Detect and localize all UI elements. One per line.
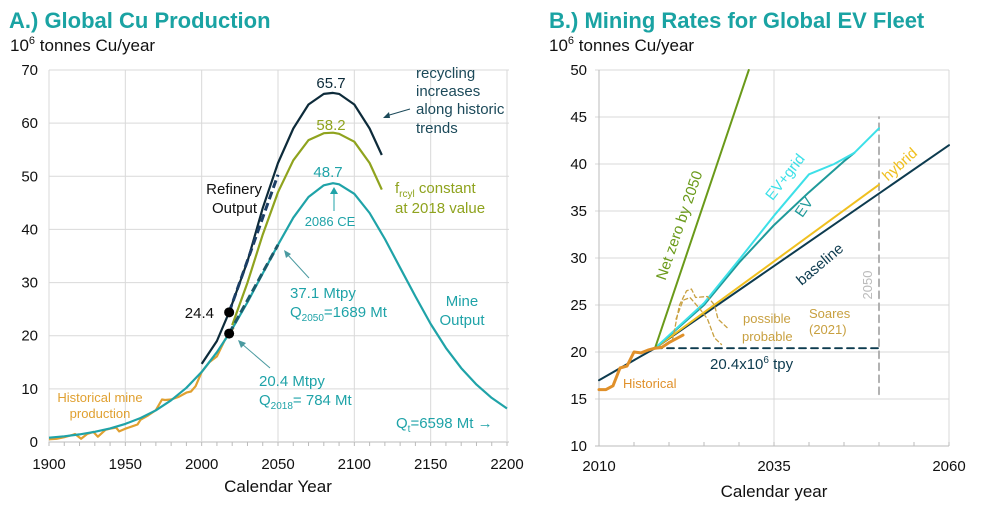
y-tick-label: 30 bbox=[570, 250, 587, 267]
y-tick-label: 40 bbox=[570, 156, 587, 173]
historical-label: Historical mine bbox=[57, 390, 142, 405]
arrowhead-icon bbox=[383, 112, 390, 118]
series-line-net-zero bbox=[654, 69, 750, 350]
possible-label: possible bbox=[743, 311, 791, 326]
peak-refinery-label: 65.7 bbox=[316, 75, 345, 92]
mine-output-label: Mine bbox=[446, 293, 479, 310]
y-tick-label: 50 bbox=[570, 62, 587, 79]
series-line-historical bbox=[597, 333, 685, 392]
series-line-ev-grid bbox=[654, 127, 880, 350]
peak-year-label: 2086 CE bbox=[305, 214, 356, 229]
y-tick-label: 20 bbox=[570, 344, 587, 361]
x-tick-label: 2150 bbox=[414, 456, 447, 473]
panel-a-series bbox=[48, 91, 508, 441]
x-tick-label: 2050 bbox=[261, 456, 294, 473]
refinery-output-label: Output bbox=[212, 200, 258, 217]
qt-label: Qt=6598 Mt → bbox=[396, 415, 493, 435]
panel-b-series bbox=[597, 69, 950, 396]
historical-label: production bbox=[70, 406, 131, 421]
data-point-marker bbox=[224, 328, 235, 339]
soares-label: Soares bbox=[809, 306, 851, 321]
x-tick-label: 2060 bbox=[932, 458, 965, 475]
refinery-output-label: Refinery bbox=[206, 181, 262, 198]
y-tick-label: 25 bbox=[570, 297, 587, 314]
panel-a-x-axis-label: Calendar Year bbox=[224, 477, 332, 496]
y-tick-label: 10 bbox=[21, 381, 38, 398]
q2018-arrow bbox=[241, 343, 271, 369]
panel-a-tick-labels: 0 10 20 30 40 50 60 70 1900 1950 2000 2050 2100 2150 2… bbox=[21, 62, 523, 473]
panel-a-global-cu-production: A.) Global Cu Production 106 tonnes Cu/y… bbox=[9, 8, 524, 496]
arrowhead-icon bbox=[284, 250, 291, 258]
soares-label: (2021) bbox=[809, 322, 847, 337]
y-tick-label: 40 bbox=[21, 221, 38, 238]
arrowhead-icon bbox=[238, 340, 246, 348]
q2050-label: Q2050=1689 Mt bbox=[290, 304, 388, 324]
recycling-note-line: recycling bbox=[416, 65, 475, 82]
peak-mine-label: 48.7 bbox=[313, 164, 342, 181]
peak-constant-label: 58.2 bbox=[316, 117, 345, 134]
y-tick-label: 20 bbox=[21, 328, 38, 345]
y-tick-label: 30 bbox=[21, 275, 38, 292]
historical-label-b: Historical bbox=[623, 376, 677, 391]
x-tick-label: 1900 bbox=[32, 456, 65, 473]
probable-label: probable bbox=[742, 329, 793, 344]
recycling-arrow bbox=[385, 108, 411, 117]
data-point-marker bbox=[224, 307, 235, 318]
panel-b-tick-labels: 10 15 20 25 30 35 40 45 50 2010 2035 2060 bbox=[570, 62, 965, 475]
y-tick-label: 0 bbox=[30, 434, 38, 451]
arrowhead-icon bbox=[330, 187, 338, 194]
y-tick-label: 45 bbox=[570, 109, 587, 126]
x-tick-label: 1950 bbox=[109, 456, 142, 473]
frcyl-note-line2: at 2018 value bbox=[395, 200, 485, 217]
recycling-note: recycling increases along historic trend… bbox=[416, 65, 505, 137]
y-tick-label: 10 bbox=[570, 438, 587, 455]
series-line-soares-possible bbox=[671, 288, 728, 341]
year-2050-label: 2050 bbox=[860, 271, 875, 300]
ref-level-label: 20.4x106 tpy bbox=[710, 355, 794, 373]
series-line-hybrid bbox=[654, 183, 880, 350]
panel-a-y-axis-label: 106 tonnes Cu/year bbox=[10, 35, 155, 55]
panel-b-title: B.) Mining Rates for Global EV Fleet bbox=[549, 8, 925, 33]
series-line-tangent-mine bbox=[227, 244, 280, 335]
x-tick-label: 2000 bbox=[185, 456, 218, 473]
y-tick-label: 60 bbox=[21, 115, 38, 132]
panel-b-y-axis-label: 106 tonnes Cu/year bbox=[549, 35, 694, 55]
x-tick-label: 2100 bbox=[338, 456, 371, 473]
net-zero-label: Net zero by 2050 bbox=[653, 169, 706, 283]
series-line-refinery-constant-recycling bbox=[231, 131, 383, 326]
y-tick-label: 50 bbox=[21, 168, 38, 185]
y-tick-label: 70 bbox=[21, 62, 38, 79]
frcyl-note: frcyl constant bbox=[395, 180, 476, 200]
q2018-label: Q2018= 784 Mt bbox=[259, 392, 353, 412]
ev-label: EV bbox=[792, 194, 817, 220]
x-tick-label: 2010 bbox=[582, 458, 615, 475]
mine-output-label: Output bbox=[439, 312, 485, 329]
panel-b-x-axis-label: Calendar year bbox=[721, 482, 828, 501]
x-tick-label: 2035 bbox=[757, 458, 790, 475]
panel-a-title: A.) Global Cu Production bbox=[9, 8, 271, 33]
series-line-ev bbox=[654, 151, 856, 350]
refinery-2018-label: 24.4 bbox=[185, 305, 214, 322]
panel-b-grid bbox=[595, 69, 950, 447]
mpy-2018-label: 20.4 Mtpy bbox=[259, 373, 325, 390]
panel-b-mining-rates-ev-fleet: B.) Mining Rates for Global EV Fleet 106… bbox=[549, 8, 966, 501]
series-line-tangent-refinery bbox=[227, 174, 280, 313]
series-line-historical bbox=[48, 327, 235, 441]
mpy-2050-label: 37.1 Mtpy bbox=[290, 285, 356, 302]
q2050-arrow bbox=[286, 253, 310, 279]
recycling-note-line: along historic bbox=[416, 101, 505, 118]
y-tick-label: 35 bbox=[570, 203, 587, 220]
x-tick-label: 2200 bbox=[490, 456, 523, 473]
series-line-refinery-rising-recycling bbox=[200, 91, 383, 365]
recycling-note-line: trends bbox=[416, 120, 458, 137]
recycling-note-line: increases bbox=[416, 83, 480, 100]
y-tick-label: 15 bbox=[570, 391, 587, 408]
series-line-soares-probable bbox=[675, 296, 723, 346]
